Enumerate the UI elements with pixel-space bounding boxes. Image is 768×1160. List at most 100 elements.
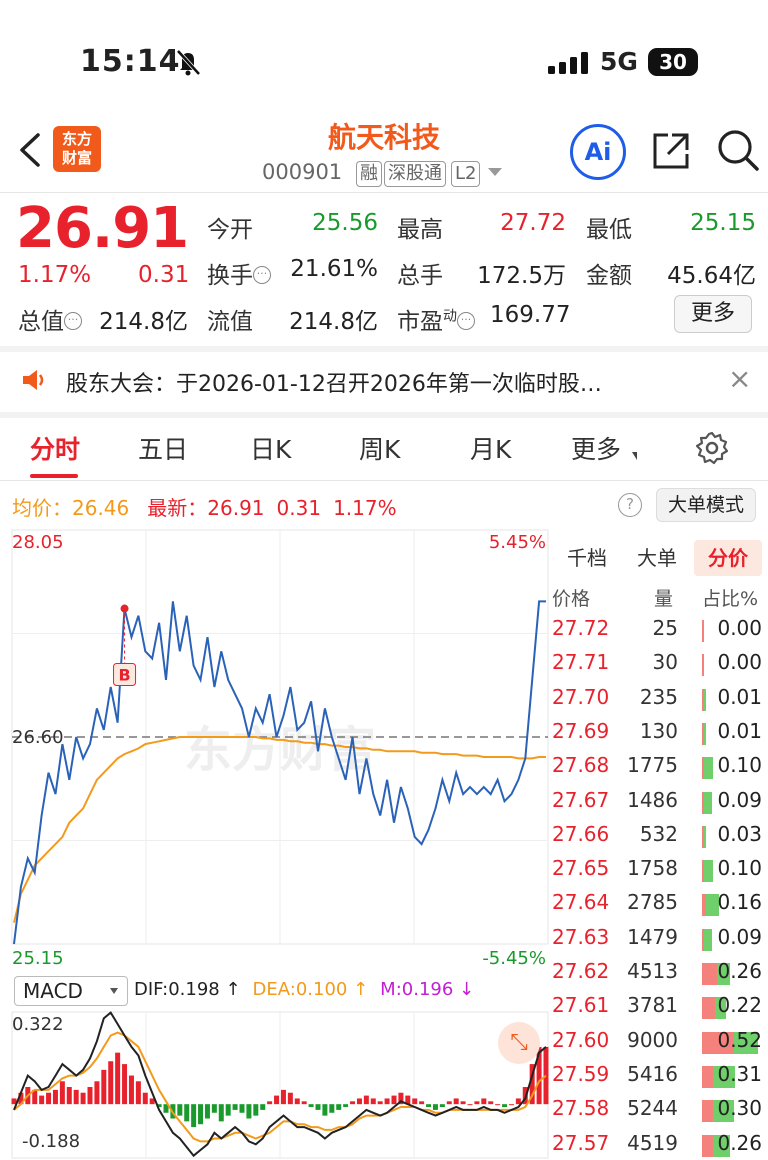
level-sell-bar <box>704 825 707 848</box>
help-icon[interactable]: ? <box>618 493 642 517</box>
level-sell-bar <box>704 688 706 711</box>
macd-bar <box>460 1101 466 1105</box>
share-icon[interactable] <box>650 130 692 176</box>
stock-name[interactable]: 航天科技 <box>327 121 440 154</box>
panel-tab-big-order[interactable]: 大单 <box>637 546 677 570</box>
macd-dif: DIF:0.198 ↑ <box>134 979 241 1000</box>
macd-bar <box>495 1104 501 1106</box>
low-label: 最低 <box>586 217 632 243</box>
macd-bar <box>301 1101 307 1105</box>
tab-five-day[interactable]: 五日 <box>138 435 189 464</box>
info-icon[interactable]: ··· <box>253 266 271 284</box>
close-icon[interactable]: × <box>728 362 752 395</box>
level-buy-bar <box>702 1100 713 1123</box>
macd-values: DIF:0.198 ↑ DEA:0.100 ↑ M:0.196 ↓ <box>134 979 474 1000</box>
macd-bar <box>384 1098 390 1105</box>
macd-bar <box>356 1098 362 1105</box>
macd-bar <box>391 1095 397 1105</box>
panel-tab-depth[interactable]: 千档 <box>567 546 607 570</box>
price-level-row: 27.67 1486 0.09 <box>550 784 768 818</box>
macd-bar <box>543 1046 549 1105</box>
level-volume: 5244 <box>627 1096 678 1121</box>
macd-bar <box>260 1104 266 1110</box>
panel-header-ratio: 占比% <box>702 588 759 610</box>
level-ratio: 0.01 <box>717 684 762 709</box>
macd-bar <box>294 1098 300 1105</box>
tab-monthly-k[interactable]: 月K <box>470 435 512 464</box>
macd-chart[interactable]: 0.322 -0.188 <box>0 1010 550 1160</box>
indicator-select[interactable]: MACD <box>14 976 128 1006</box>
price-level-row: 27.62 4513 0.26 <box>550 955 768 989</box>
level-ratio: 0.31 <box>717 1061 762 1086</box>
level-sell-bar <box>734 1031 758 1054</box>
panel-tab-price-dist[interactable]: 分价 <box>694 540 762 576</box>
level-price: 27.65 <box>552 856 610 881</box>
macd-bar <box>52 1089 58 1105</box>
tab-daily-k[interactable]: 日K <box>250 435 292 464</box>
level-price: 27.71 <box>552 650 610 675</box>
tab-more[interactable]: 更多 <box>571 435 622 464</box>
notice-text[interactable]: 股东大会：于2026-01-12召开2026年第一次临时股… <box>66 372 602 397</box>
tab-weekly-k[interactable]: 周K <box>359 435 401 464</box>
macd-bar <box>474 1101 480 1105</box>
network-type: 5G <box>600 47 638 76</box>
panel-header-volume: 量 <box>654 588 674 610</box>
level-ratio: 0.00 <box>717 650 762 675</box>
big-order-mode-button[interactable]: 大单模式 <box>656 488 756 522</box>
level-buy-bar <box>702 1065 713 1088</box>
chevron-down-icon[interactable] <box>110 988 118 994</box>
tab-intraday[interactable]: 分时 <box>30 435 81 464</box>
macd-bar <box>191 1104 197 1128</box>
level-ratio: 0.09 <box>717 924 762 949</box>
price-level-row: 27.61 3781 0.22 <box>550 989 768 1023</box>
current-price: 26.91 <box>16 196 189 261</box>
search-icon[interactable] <box>716 128 760 176</box>
macd-bar <box>232 1104 238 1110</box>
latest-value: 26.91 <box>207 496 265 520</box>
settings-gear-icon[interactable] <box>694 430 730 470</box>
chevron-down-icon[interactable] <box>488 168 502 176</box>
info-icon[interactable]: ··· <box>64 312 82 330</box>
y-min-label: 25.15 <box>12 948 64 969</box>
macd-bar <box>198 1104 204 1125</box>
level-price: 27.62 <box>552 959 610 983</box>
macd-bar <box>432 1104 438 1110</box>
macd-bar <box>177 1104 183 1116</box>
macd-bar <box>149 1098 155 1105</box>
level-volume: 532 <box>639 821 678 846</box>
level-price: 27.67 <box>552 787 610 812</box>
macd-bar <box>32 1089 38 1105</box>
level-volume: 1758 <box>627 856 678 881</box>
level-price: 27.61 <box>552 993 610 1018</box>
pct-max-label: 5.45% <box>489 532 546 553</box>
price-level-row: 27.68 1775 0.10 <box>550 749 768 783</box>
level-ratio: 0.30 <box>717 1096 762 1121</box>
macd-bar <box>363 1095 369 1105</box>
level-buy-bar <box>702 1031 735 1054</box>
level-volume: 130 <box>639 718 678 743</box>
battery-icon: 30 <box>648 48 698 76</box>
macd-bar <box>315 1104 321 1110</box>
macd-bar <box>211 1104 217 1113</box>
macd-bar <box>481 1098 487 1105</box>
pe-sup: 动 <box>443 308 457 325</box>
level-buy-bar <box>702 722 704 745</box>
level-volume: 30 <box>652 650 678 675</box>
divider <box>0 192 768 193</box>
pct-min-label: -5.45% <box>482 948 546 969</box>
macd-bar <box>115 1052 121 1105</box>
level-ratio: 0.52 <box>717 1027 762 1052</box>
macd-bar <box>66 1087 72 1105</box>
intraday-chart[interactable]: 东方财富 B 28.05 25.15 5.45% -5.45% 26.60 <box>0 526 550 972</box>
caret-icon <box>632 452 637 460</box>
expand-icon[interactable]: ⤡ <box>498 1022 540 1064</box>
back-button[interactable] <box>16 132 46 172</box>
latest-pct: 1.17% <box>333 496 397 520</box>
info-icon[interactable]: ··· <box>457 312 475 330</box>
ai-assistant-button[interactable]: Ai <box>570 124 626 180</box>
price-level-row: 27.65 1758 0.10 <box>550 852 768 886</box>
more-button[interactable]: 更多 <box>674 295 752 333</box>
level-buy-bar <box>702 997 715 1020</box>
buy-marker-box <box>113 663 137 687</box>
level-ratio: 0.01 <box>717 718 762 743</box>
